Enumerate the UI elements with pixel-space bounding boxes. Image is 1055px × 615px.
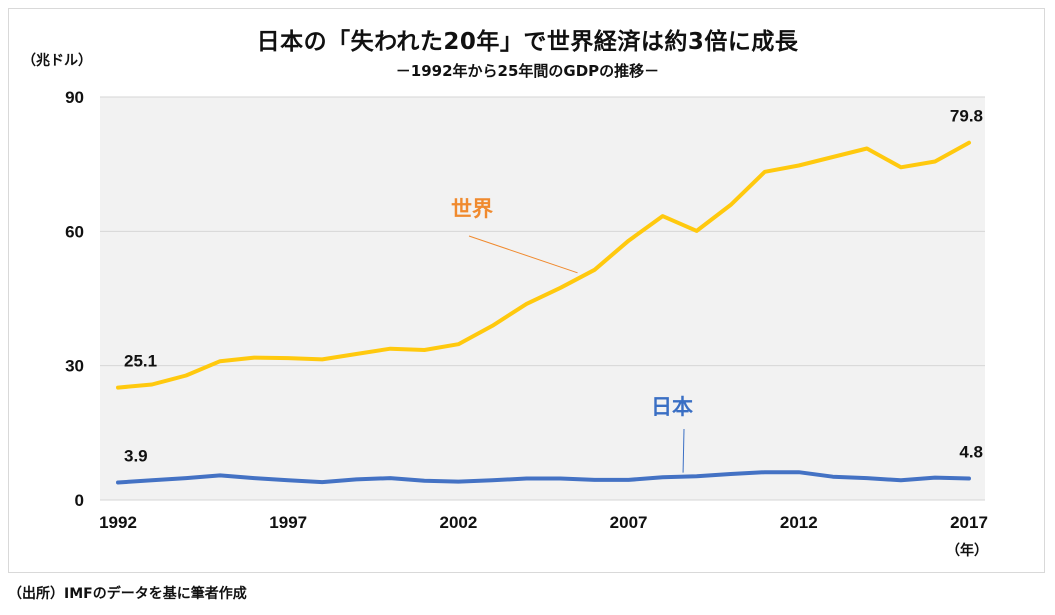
- y-tick-label: 60: [65, 222, 84, 241]
- data-label: 3.9: [124, 447, 148, 466]
- leader-line-world: [468, 235, 578, 274]
- source-note: （出所）IMFのデータを基に筆者作成: [8, 586, 247, 602]
- x-tick-label: 2002: [439, 513, 477, 532]
- series-label-japan: 日本: [651, 395, 693, 419]
- x-tick-label: 1992: [99, 513, 137, 532]
- data-label: 79.8: [950, 107, 983, 126]
- y-tick-label: 30: [65, 357, 84, 376]
- x-axis-unit-label: （年）: [946, 543, 988, 559]
- chart-subtitle: －1992年から25年間のGDPの推移－: [395, 62, 660, 80]
- series-line-world: [116, 140, 971, 390]
- y-tick-label: 0: [75, 491, 84, 510]
- x-tick-label: 2007: [610, 513, 648, 532]
- leader-line-japan: [682, 428, 685, 473]
- series-label-world: 世界: [451, 197, 493, 221]
- x-tick-label: 2012: [780, 513, 818, 532]
- series-line-japan: [116, 470, 971, 485]
- chart-title: 日本の「失われた20年」で世界経済は約3倍に成長: [256, 29, 799, 55]
- y-axis-unit-label: （兆ドル）: [22, 53, 92, 69]
- x-tick-label: 2017: [950, 513, 988, 532]
- data-label: 4.8: [959, 443, 983, 462]
- y-tick-label: 90: [65, 88, 84, 107]
- data-label: 25.1: [124, 352, 157, 371]
- x-tick-label: 1997: [269, 513, 307, 532]
